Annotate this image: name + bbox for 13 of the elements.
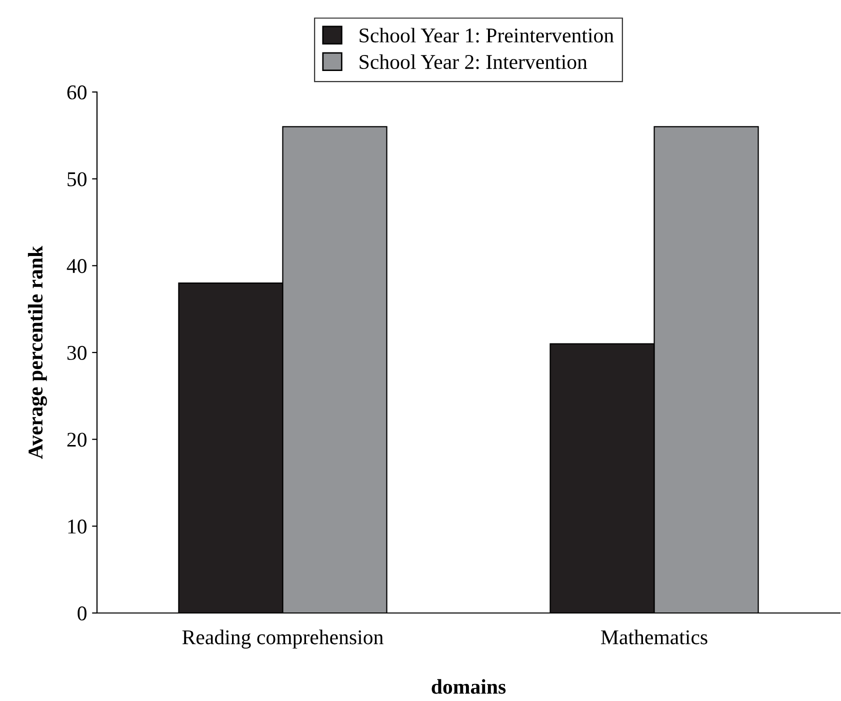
y-tick-label: 50 — [68, 172, 86, 186]
y-tick-label: 10 — [68, 520, 86, 534]
y-tick-label: 20 — [67, 432, 86, 447]
x-tick-label: Mathematics — [601, 630, 708, 644]
x-axis-title: domains — [432, 679, 506, 694]
y-axis-title: Average percentile rank — [28, 246, 47, 459]
legend-label: School Year 2: Intervention — [360, 54, 588, 70]
y-tick-label: 40 — [66, 259, 86, 274]
y-tick-label: 60 — [67, 85, 86, 100]
y-tick-label: 0 — [78, 606, 86, 620]
legend-label: School Year 1: Preintervention — [360, 28, 614, 43]
y-tick-label: 30 — [67, 346, 86, 360]
x-tick-label: Reading comprehension — [182, 630, 384, 649]
